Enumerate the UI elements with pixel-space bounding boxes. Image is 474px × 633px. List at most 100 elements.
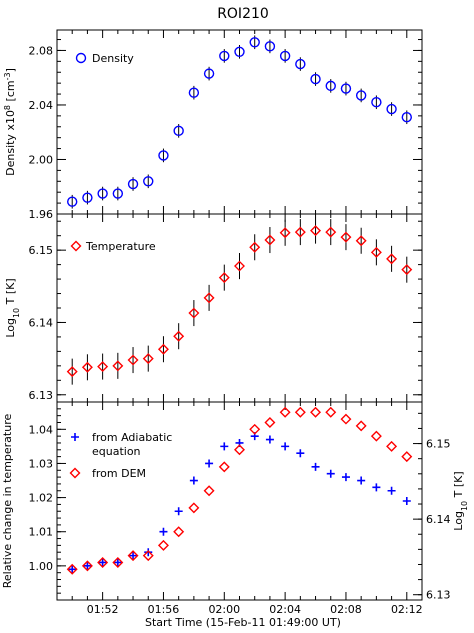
data-point <box>234 444 245 456</box>
data-point <box>325 226 337 238</box>
data-point <box>279 50 291 62</box>
data-point <box>173 125 184 137</box>
data-point <box>82 192 93 203</box>
data-point <box>97 556 109 568</box>
data-point <box>189 476 198 485</box>
legend-label: equation <box>92 445 141 458</box>
data-point <box>355 235 367 247</box>
y-tick-label: 1.01 <box>29 526 54 539</box>
data-point <box>279 227 291 239</box>
data-point <box>66 366 78 378</box>
data-point <box>83 561 92 570</box>
data-point <box>97 188 108 199</box>
data-point <box>112 360 124 372</box>
data-point <box>234 46 245 58</box>
data-point <box>264 416 276 428</box>
data-point <box>157 539 169 551</box>
legend-marker <box>71 433 79 441</box>
legend-marker <box>75 52 87 64</box>
data-point <box>188 502 200 514</box>
data-point <box>219 50 230 62</box>
x-tick-label: 02:08 <box>330 603 362 616</box>
data-point <box>127 354 139 366</box>
data-point <box>310 406 322 418</box>
data-point <box>81 560 93 572</box>
data-point <box>311 462 320 471</box>
y-tick-label: 1.02 <box>29 492 54 505</box>
data-point <box>325 80 336 92</box>
data-point <box>355 90 367 101</box>
data-point <box>340 413 352 425</box>
data-point <box>203 68 215 79</box>
data-point <box>370 430 382 442</box>
data-point <box>203 485 215 497</box>
data-point <box>294 406 306 418</box>
data-point <box>386 253 398 265</box>
data-point <box>234 260 245 272</box>
data-point <box>387 486 396 495</box>
data-point <box>113 558 122 567</box>
data-point <box>355 420 367 432</box>
y-axis-label: Log10 T [K] <box>4 278 21 337</box>
y-tick-label: 6.15 <box>29 244 54 257</box>
data-point <box>220 442 229 451</box>
data-point <box>386 440 398 452</box>
data-point <box>159 527 168 536</box>
data-point <box>386 103 397 115</box>
legend-marker <box>69 467 81 479</box>
data-point <box>127 178 139 190</box>
data-point <box>174 507 183 516</box>
x-tick-label: 01:52 <box>87 603 119 616</box>
data-point <box>205 459 214 468</box>
right-y-axis-label: Log10 T [K] <box>452 471 469 530</box>
legend-label: Density <box>92 52 134 65</box>
data-point <box>264 234 276 246</box>
y-axis-label: Relative change in temperature <box>1 414 14 589</box>
data-point <box>158 150 169 161</box>
data-point <box>310 73 321 85</box>
data-point <box>372 483 381 492</box>
data-point <box>281 442 290 451</box>
data-point <box>371 97 382 108</box>
y-tick-label: 1.96 <box>29 208 54 221</box>
y-tick-label: 2.04 <box>29 99 54 112</box>
data-point <box>401 264 413 276</box>
data-point <box>81 361 93 373</box>
data-point <box>67 196 78 207</box>
x-axis-label: Start Time (15-Feb-11 01:49:00 UT) <box>145 616 341 629</box>
data-point <box>129 551 138 560</box>
data-point <box>203 292 215 304</box>
data-point <box>264 41 276 52</box>
data-point <box>173 526 185 538</box>
data-point <box>325 406 337 418</box>
y-tick-label: 6.14 <box>29 316 54 329</box>
x-tick-label: 02:12 <box>391 603 423 616</box>
data-point <box>326 469 335 478</box>
x-tick-label: 01:56 <box>148 603 180 616</box>
data-point <box>112 188 124 199</box>
legend-label: from Adiabatic <box>92 431 172 444</box>
y-tick-label: 2.00 <box>29 153 54 166</box>
data-point <box>370 246 382 258</box>
data-point <box>142 550 154 562</box>
data-point <box>265 435 274 444</box>
data-point <box>188 87 200 98</box>
data-point <box>218 272 230 284</box>
data-point <box>142 353 154 365</box>
data-point <box>173 330 185 342</box>
data-point <box>127 550 139 562</box>
data-point <box>249 37 260 48</box>
data-point <box>310 225 322 237</box>
y-tick-label: 1.00 <box>29 560 54 573</box>
data-point <box>294 226 306 238</box>
right-y-tick-label: 6.15 <box>426 438 451 451</box>
data-point <box>249 241 261 253</box>
y-tick-label: 1.04 <box>29 423 54 436</box>
data-point <box>188 307 200 319</box>
y-tick-label: 6.13 <box>29 389 54 402</box>
data-point <box>143 176 154 187</box>
legend-marker <box>70 240 82 252</box>
right-y-tick-label: 6.13 <box>426 589 451 602</box>
data-point <box>401 112 412 123</box>
